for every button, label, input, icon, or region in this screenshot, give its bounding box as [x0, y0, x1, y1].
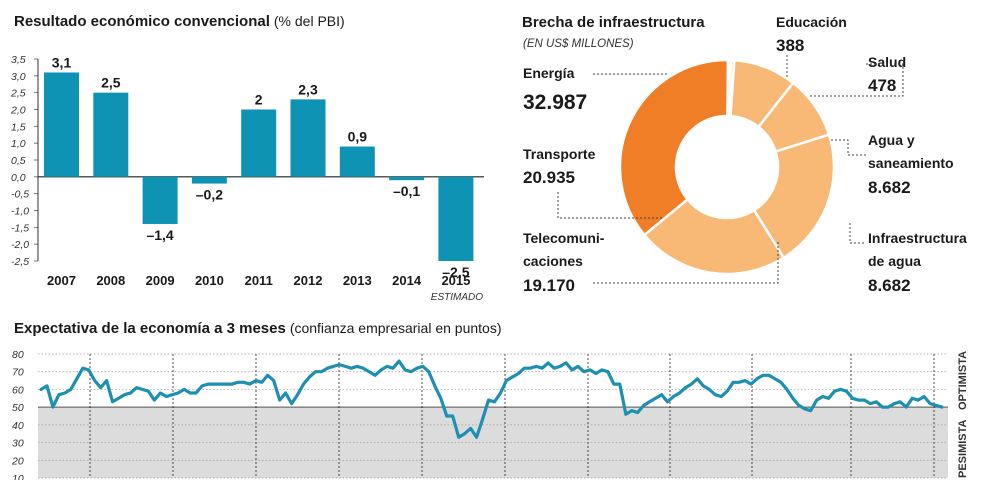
- bar-category-label: 2007: [47, 273, 76, 288]
- bar-y-tick-label: 1,5: [11, 121, 26, 133]
- donut-slice-name-line1: Agua y: [868, 132, 915, 148]
- line-y-tick-label: 10: [12, 473, 24, 480]
- donut-slice-name: Transporte: [523, 146, 596, 162]
- bar-2008: [93, 92, 129, 177]
- donut-slice-value: 20.935: [523, 168, 575, 187]
- bar-2013: [339, 146, 375, 177]
- donut-leader-line: [593, 240, 779, 284]
- donut-leader-line: [830, 139, 866, 156]
- bar-2009: [142, 176, 178, 224]
- donut-leader-line: [849, 222, 864, 244]
- donut-slice-name-line2: de agua: [868, 253, 921, 269]
- line-y-tick-label: 40: [12, 420, 24, 432]
- line-y-tick-label: 80: [12, 349, 24, 361]
- donut-slice-name-line2: saneamiento: [868, 155, 954, 171]
- bar-y-tick-label: 3,5: [11, 54, 26, 66]
- donut-slice-name-line2: caciones: [523, 253, 583, 269]
- bar-value-label: –1,4: [146, 227, 173, 243]
- bar-category-label: 2012: [294, 273, 323, 288]
- line-y-tick-label: 20: [11, 455, 24, 467]
- bar-value-label: –0,1: [393, 183, 420, 199]
- bar-y-tick-label: -1,0: [11, 206, 29, 218]
- bar-value-label: 3,1: [52, 54, 72, 70]
- bar-2010: [191, 176, 227, 184]
- bar-chart-bars: 3,1 2007 2,5 2008 –1,4 2009 –0,2 2010 2 2011 2,3 20…: [44, 54, 483, 303]
- line-y-tick-label: 50: [12, 402, 24, 414]
- bar-value-label: 2: [255, 92, 263, 108]
- bar-category-label: 2014: [392, 273, 422, 288]
- bar-category-label: 2009: [146, 273, 175, 288]
- bar-2014: [389, 176, 425, 181]
- donut-slice-5: [752, 133, 836, 260]
- bar-y-tick-label: 0,5: [11, 155, 26, 167]
- bar-chart-title: Resultado económico convencional (% del P…: [14, 13, 345, 30]
- bar-2007: [44, 72, 79, 177]
- bar-y-tick-label: 2,0: [10, 105, 26, 117]
- line-y-tick-label: 60: [12, 384, 24, 396]
- donut-slice-name: Educación: [776, 14, 847, 30]
- line-y-tick-label: 30: [12, 438, 24, 450]
- bar-y-tick-label: -2,0: [11, 239, 29, 251]
- bar-y-tick-label: -0,5: [11, 189, 29, 201]
- bar-2015: [438, 176, 474, 261]
- bar-value-label: –2,5: [442, 264, 469, 280]
- bar-y-tick-label: -1,5: [11, 222, 29, 234]
- bar-category-label: 2011: [245, 273, 273, 288]
- bar-value-label: 2,3: [298, 81, 318, 97]
- bar-category-label: 2015: [441, 273, 470, 288]
- line-chart-title: Expectativa de la economía a 3 meses (con…: [14, 320, 501, 337]
- line-y-tick-label: 70: [12, 367, 24, 379]
- donut-leader-line: [808, 63, 904, 97]
- bar-2012: [290, 99, 326, 177]
- pessimist-zone-label: PESIMISTA: [957, 419, 969, 478]
- donut-slice-value: 19.170: [523, 276, 575, 295]
- bar-y-tick-label: 2,5: [10, 88, 26, 100]
- donut-slice-value: 8.682: [868, 276, 911, 295]
- confidence-series-line: [39, 359, 944, 439]
- donut-slice-value: 478: [868, 76, 896, 95]
- donut-slice-value: 32.987: [523, 91, 587, 114]
- donut-slice-name: Energía: [523, 65, 575, 81]
- bar-y-tick-label: 0,0: [11, 172, 26, 184]
- bar-value-label: 2,5: [101, 75, 121, 91]
- bar-category-note: ESTIMADO: [431, 292, 483, 303]
- donut-chart-title: Brecha de infraestructura: [522, 14, 705, 31]
- donut-slice-name-line1: Telecomuni-: [523, 230, 605, 246]
- bar-y-tick-label: -2,5: [11, 256, 29, 268]
- optimist-zone-label: OPTIMISTA: [957, 351, 969, 410]
- line-chart: 80 70 60 50 40 30 20 10 OPTIMISTA PESIMISTA: [11, 349, 969, 480]
- donut-chart: Energía 32.987 Educación 388 Salud 478 Agua y s…: [523, 14, 967, 295]
- bar-category-label: 2008: [96, 273, 125, 288]
- donut-slice-name: Salud: [868, 54, 906, 70]
- donut-slice-0: [618, 58, 730, 237]
- donut-chart-subtitle: (EN US$ MILLONES): [523, 38, 634, 50]
- donut-slice-value: 388: [776, 36, 804, 55]
- donut-slice-name-line1: Infraestructura: [868, 230, 967, 246]
- donut-leader-line: [557, 192, 662, 219]
- bar-y-tick-label: 1,0: [11, 138, 26, 150]
- donut-slice-value: 8.682: [868, 178, 911, 197]
- bar-2011: [241, 109, 277, 177]
- bar-value-label: 0,9: [348, 129, 368, 145]
- bar-category-label: 2010: [195, 273, 224, 288]
- donut-slice-6: [642, 197, 786, 276]
- bar-category-label: 2013: [343, 273, 372, 288]
- bar-value-label: –0,2: [196, 187, 223, 203]
- bar-y-tick-label: 3,0: [11, 71, 26, 83]
